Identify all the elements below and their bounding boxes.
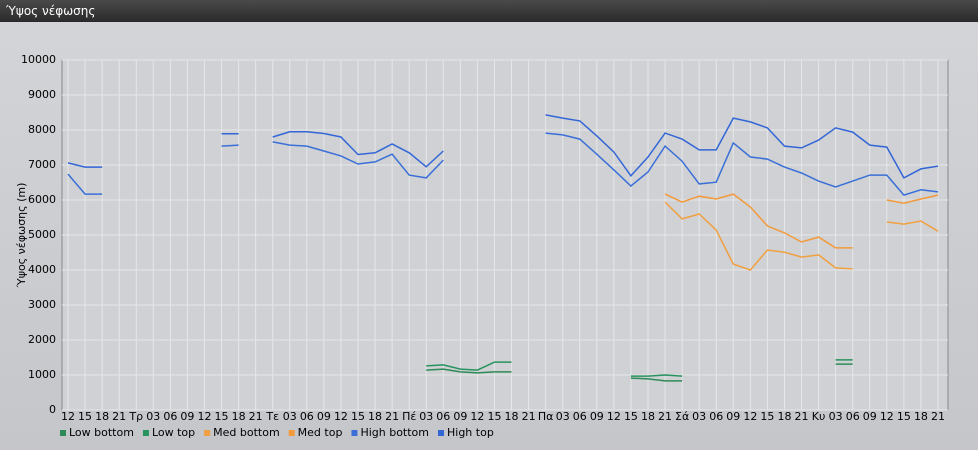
series-line [67,114,939,179]
legend-swatch [142,430,149,436]
y-tick-label: 4000 [28,263,56,276]
y-tick-label: 7000 [28,158,56,171]
x-tick-label: 06 [163,410,177,423]
y-axis-label: Ύψος νέφωσης (m) [15,183,28,289]
x-tick-label: 21 [795,410,809,423]
x-tick-label: 15 [487,410,501,423]
legend-swatch [438,430,444,436]
x-tick-label: 15 [78,410,92,423]
x-tick-label: 09 [453,410,467,423]
x-tick-label: 15 [760,410,774,423]
x-tick-label: 21 [249,410,263,423]
x-tick-label: 06 [436,410,450,423]
x-tick-label: 06 [846,410,860,423]
y-tick-label: 10000 [21,53,56,66]
x-tick-label: 03 [829,410,843,423]
x-tick-label: 18 [232,410,246,423]
y-tick-label: 3000 [28,298,56,311]
x-tick-label: 09 [726,410,740,423]
y-tick-label: 1000 [28,368,56,381]
x-tick-label: 21 [522,410,536,423]
series-line [426,363,853,382]
legend-label: High bottom [360,426,429,439]
chart: Ύψος νέφωσης (m) 12 15 18 21 Τρ 03 06 09 12 15 18 2… [15,53,949,439]
x-tick-label: Πα [538,410,554,423]
series-line [664,193,939,249]
x-tick-label: 06 [573,410,587,423]
x-tick-label: 21 [931,410,945,423]
y-tick-label: 5000 [28,228,56,241]
legend-swatch [288,430,295,436]
x-tick-label: Σά [675,410,689,423]
legend-label: Med bottom [213,426,280,439]
x-tick-label: 15 [897,410,911,423]
x-tick-label: 09 [863,410,877,423]
x-tick-label: 12 [743,410,757,423]
y-tick-label: 8000 [28,123,56,136]
series-line [67,132,939,196]
title-bar: Ύψος νέφωσης [0,0,978,22]
x-tick-label: Πέ [402,410,416,423]
x-tick-label: 03 [419,410,433,423]
x-tick-label: 15 [624,410,638,423]
y-tick-label: 9000 [28,88,56,101]
window-title: Ύψος νέφωσης [6,4,96,18]
x-tick-label: 03 [556,410,570,423]
legend-label: High top [447,426,494,439]
x-tick-label: 09 [590,410,604,423]
x-tick-label: 15 [351,410,365,423]
y-tick-label: 6000 [28,193,56,206]
x-tick-label: 18 [95,410,109,423]
legend-swatch [204,430,211,436]
x-tick-label: 21 [658,410,672,423]
x-tick-label: 06 [709,410,723,423]
x-tick-label: 09 [317,410,331,423]
x-tick-label: 18 [368,410,382,423]
legend-swatch [60,430,66,436]
series-line [664,201,939,271]
y-tick-label: 0 [49,403,56,416]
series-line [426,359,853,377]
x-tick-label: 12 [334,410,348,423]
legend-label: Low bottom [69,426,134,439]
legend-swatch [351,430,358,436]
x-tick-label: 12 [61,410,75,423]
x-tick-label: 21 [112,410,126,423]
x-tick-label: 18 [505,410,519,423]
x-tick-label: Κυ [812,410,826,423]
x-tick-label: 03 [146,410,160,423]
x-tick-label: Τε [265,410,279,423]
x-tick-label: 03 [692,410,706,423]
x-tick-label: 18 [641,410,655,423]
x-tick-label: 15 [215,410,229,423]
legend-label: Low top [152,426,195,439]
x-tick-label: 12 [607,410,621,423]
x-tick-label: 12 [197,410,211,423]
x-tick-label: 12 [470,410,484,423]
x-tick-label: 18 [914,410,928,423]
x-tick-label: 21 [385,410,399,423]
x-tick-label: 03 [283,410,297,423]
x-tick-label: 06 [300,410,314,423]
x-tick-label: 18 [777,410,791,423]
y-tick-label: 2000 [28,333,56,346]
legend-label: Med top [298,426,343,439]
x-tick-label: Τρ [128,410,143,423]
x-tick-label: 12 [880,410,894,423]
x-tick-label: 09 [180,410,194,423]
